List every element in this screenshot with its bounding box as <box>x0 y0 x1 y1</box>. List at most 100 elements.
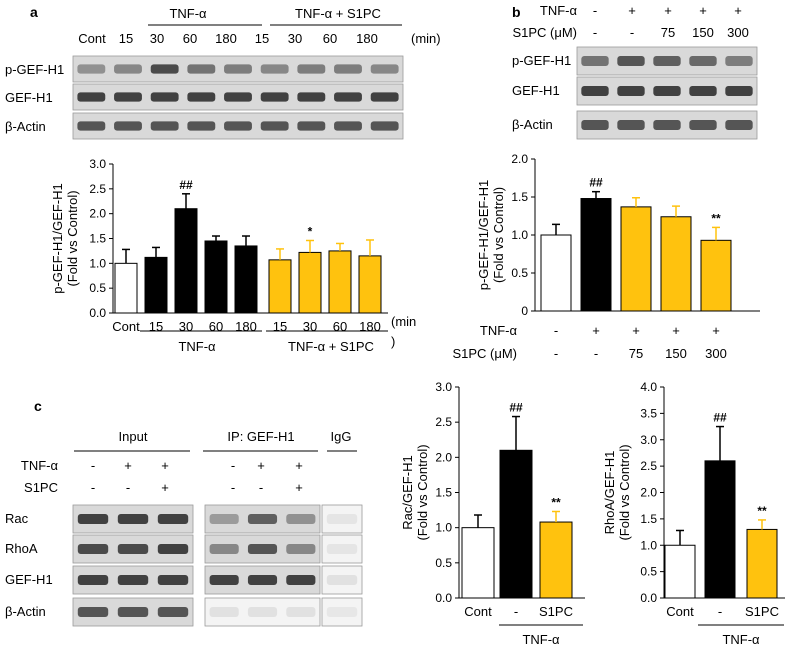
panel-a-blot <box>72 112 404 140</box>
panel-c-row-label: S1PC <box>24 480 58 495</box>
chart-c-rac-group-label: TNF-α <box>522 632 560 647</box>
panel-a-blot-band <box>224 92 252 102</box>
panel-a-blot-band <box>187 92 216 102</box>
panel-a-blot <box>72 83 404 111</box>
chart-c2-x-tick-label: Cont <box>666 604 694 619</box>
panel-a-blot-band <box>77 121 106 131</box>
panel-c-input-blot <box>72 504 194 534</box>
chart-c2-y-tick-label: 2.5 <box>640 459 657 473</box>
chart-c2-y-tick-label: 0.0 <box>640 591 657 605</box>
panel-c-ip-blot-band <box>209 606 239 618</box>
panel-c-letter: c <box>34 398 42 414</box>
panel-a-blot-label: β-Actin <box>5 119 46 134</box>
panel-b-blot-label: β-Actin <box>512 117 553 132</box>
panel-c-blot-label: GEF-H1 <box>5 572 53 587</box>
panel-b-blot <box>576 46 758 76</box>
chart-c1-y-tick-label: 2.5 <box>435 415 452 429</box>
panel-b-blot-band <box>725 119 753 131</box>
panel-c-igg-blot-band <box>326 513 358 525</box>
panel-b-blot-band <box>689 85 717 97</box>
panel-c-row-value: + <box>161 458 169 473</box>
panel-b-bottom-value: + <box>712 323 720 338</box>
panel-a-blot-band <box>114 92 142 102</box>
panel-b-blot-band <box>581 85 609 97</box>
panel-a-axis-group1: TNF-α <box>178 339 216 354</box>
panel-a-blot-band <box>370 92 399 102</box>
panel-a-blot-band <box>77 64 106 74</box>
chart-c1-y-tick-label: 1.0 <box>435 521 452 535</box>
panel-c-row-value: - <box>259 480 263 495</box>
panel-a-blot-band <box>150 64 179 74</box>
panel-c-input-blot-band <box>77 606 109 618</box>
panel-a-column-labels: Cont 15 30 60 180 15 30 60 180 <box>78 31 378 46</box>
panel-b-bottom-value: - <box>554 323 558 338</box>
chart-a-bar <box>114 262 138 314</box>
chart-c1-y-tick-label: 1.5 <box>435 486 452 500</box>
panel-c-ip-blot-band <box>247 513 278 525</box>
panel-b-blot <box>576 110 758 140</box>
panel-b-letter: b <box>512 4 521 20</box>
panel-c-ip-blot-band <box>247 574 278 586</box>
panel-b-bottom-label: S1PC (μM) <box>452 346 517 361</box>
panel-c-input-blot <box>72 565 194 595</box>
chart-c1-y-tick-label: 0.5 <box>435 556 452 570</box>
panel-a-unit: (min) <box>411 31 441 46</box>
panel-a-column-label: 60 <box>323 31 337 46</box>
panel-c-input-blot <box>72 534 194 564</box>
panel-a-blot-band <box>187 121 216 131</box>
chart-c1-bar <box>461 527 495 599</box>
panel-c-igg-blot <box>321 565 363 595</box>
panel-a-axis-unit-close: ) <box>391 334 395 349</box>
panel-b-bottom-value: + <box>592 323 600 338</box>
panel-c-blot-label: RhoA <box>5 541 38 556</box>
panel-a-blot-band <box>224 121 252 131</box>
chart-c2-y-label: RhoA/GEF-H1 <box>602 451 617 535</box>
chart-c1-y-label: (Fold vs Control) <box>415 444 430 540</box>
panel-a-column-label: 30 <box>288 31 302 46</box>
chart-a-x-tick-label: 15 <box>149 319 163 334</box>
panel-c-blot-labels: Rac RhoA GEF-H1 β-Actin <box>5 511 53 619</box>
panel-c-input-header: Input <box>119 429 148 444</box>
panel-c-input-blot-band <box>157 606 189 618</box>
panel-a-blot-band <box>224 64 252 74</box>
chart-c2-annotation: ** <box>757 504 767 518</box>
panel-a-column-label: 15 <box>255 31 269 46</box>
panel-c-ip-blot-band <box>247 543 278 555</box>
panel-a-column-label: 15 <box>119 31 133 46</box>
chart-c2-y-tick-label: 1.0 <box>640 538 657 552</box>
chart-c2-bar <box>664 544 696 599</box>
chart-c1-x-tick-label: Cont <box>464 604 492 619</box>
panel-c-row-value: + <box>295 458 303 473</box>
panel-c-ip-blot-band <box>286 606 316 618</box>
panel-a-blot-labels: p-GEF-H1 GEF-H1 β-Actin <box>5 62 64 134</box>
chart-a-bar <box>358 255 382 314</box>
panel-a-blot-band <box>297 121 326 131</box>
panel-a-blot-band <box>334 121 362 131</box>
panel-b-blot-band <box>617 85 645 97</box>
panel-a-blot-band <box>150 92 179 102</box>
panel-c-ip-blot-band <box>247 606 278 618</box>
panel-b-blot-labels: p-GEF-H1 GEF-H1 β-Actin <box>512 53 571 132</box>
panel-c-igg-blot-band <box>326 543 358 555</box>
chart-b-y-tick-label: 1.0 <box>511 228 528 242</box>
chart-c2-y-tick-label: 4.0 <box>640 380 657 394</box>
panel-c-blot-label: Rac <box>5 511 29 526</box>
panel-a-column-label: 180 <box>356 31 378 46</box>
chart-c1-x-tick-label: - <box>514 604 518 619</box>
panel-b-row-value: + <box>734 3 742 18</box>
panel-a-blot-band <box>370 121 399 131</box>
chart-b-y-label: (Fold vs Control) <box>491 187 506 283</box>
chart-c1-y-tick-label: 3.0 <box>435 380 452 394</box>
chart-a-y-tick-label: 2.5 <box>89 182 106 196</box>
chart-c-rhoa: 0.0 0.5 1.0 1.5 2.0 2.5 3.0 3.5 4.0 RhoA/GEF-H1 (F… <box>602 380 785 619</box>
panel-c-row-value: - <box>91 480 95 495</box>
panel-a-blot-band <box>297 64 326 74</box>
panel-c-ip-blot-band <box>286 574 316 586</box>
chart-a-x-tick-label: 30 <box>179 319 193 334</box>
panel-b-treatment-rows: TNF-α - + + + +S1PC (μM) - -75 150 300 <box>512 3 748 40</box>
panel-b-blot-label: p-GEF-H1 <box>512 53 571 68</box>
chart-a-y-tick-label: 0.5 <box>89 281 106 295</box>
chart-b-y-tick-label: 1.5 <box>511 190 528 204</box>
chart-a-annotation: * <box>308 224 313 238</box>
panel-a-letter: a <box>30 4 38 20</box>
